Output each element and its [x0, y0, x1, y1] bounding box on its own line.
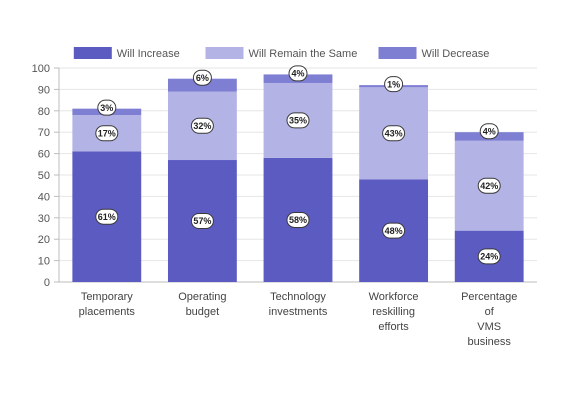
data-label: 58% [289, 215, 307, 225]
data-label: 61% [98, 212, 116, 222]
y-tick-label: 100 [32, 63, 50, 75]
data-label-badge [382, 222, 406, 239]
data-label: 42% [480, 181, 498, 191]
y-axis: 0 10 20 30 40 50 60 70 80 90 100 [32, 63, 60, 289]
x-category-label: VMS [477, 321, 501, 333]
data-label-badge [479, 123, 499, 140]
y-tick-label: 40 [38, 191, 50, 203]
legend-swatch[interactable] [378, 47, 417, 59]
data-label: 1% [387, 79, 400, 89]
y-tick-label: 80 [38, 106, 50, 118]
x-category-label: Technology [270, 291, 326, 303]
data-label: 3% [100, 103, 113, 113]
data-label-badge [95, 125, 119, 142]
x-category-label: Percentage [461, 291, 517, 303]
x-category-label: investments [269, 306, 328, 318]
data-label-badge [97, 99, 117, 116]
x-axis: Temporary placements Operating budget Techno… [79, 291, 518, 348]
data-label-badge [288, 65, 308, 82]
data-label: 24% [480, 252, 498, 262]
y-tick-label: 90 [38, 84, 50, 96]
legend-label[interactable]: Will Increase [117, 48, 180, 60]
data-label-badge [95, 208, 119, 225]
data-label-badge [382, 125, 406, 142]
x-category-label: reskilling [372, 306, 415, 318]
bars [72, 74, 524, 282]
data-labels: 61% 17% 3% 57% 32% 6% 58% 35% 4% 48% 43% 1% 24% 42% 4% [95, 65, 501, 265]
data-label: 4% [483, 126, 496, 136]
legend[interactable]: Will Increase Will Remain the Same Will De… [73, 47, 490, 60]
data-label: 43% [385, 128, 403, 138]
y-tick-label: 0 [44, 277, 50, 289]
data-label: 32% [193, 121, 211, 131]
data-label-badge [477, 248, 501, 265]
data-label: 57% [193, 216, 211, 226]
data-label-badge [286, 211, 310, 228]
data-label-badge [190, 213, 214, 230]
data-label-badge [286, 112, 310, 129]
legend-label[interactable]: Will Decrease [422, 48, 490, 60]
data-label: 48% [385, 226, 403, 236]
x-category-label: Temporary [81, 291, 133, 303]
x-category-label: business [467, 336, 511, 348]
data-label-badge [192, 69, 212, 86]
x-category-label: of [485, 306, 495, 318]
y-tick-label: 10 [38, 256, 50, 268]
legend-swatch[interactable] [205, 47, 244, 59]
y-tick-label: 30 [38, 213, 50, 225]
x-category-label: budget [186, 306, 220, 318]
x-category-label: Workforce [369, 291, 419, 303]
x-category-label: Operating [178, 291, 226, 303]
data-label-badge [384, 76, 404, 93]
y-tick-label: 70 [38, 127, 50, 139]
data-label: 4% [291, 69, 304, 79]
legend-label[interactable]: Will Remain the Same [249, 48, 358, 60]
y-tick-label: 50 [38, 170, 50, 182]
data-label: 17% [98, 128, 116, 138]
data-label: 6% [196, 73, 209, 83]
data-label-badge [190, 117, 214, 134]
x-category-label: placements [79, 306, 136, 318]
data-label: 35% [289, 116, 307, 126]
data-label-badge [477, 177, 501, 194]
x-category-label: efforts [378, 321, 409, 333]
y-tick-label: 60 [38, 149, 50, 161]
legend-swatch[interactable] [73, 47, 112, 59]
y-tick-label: 20 [38, 234, 50, 246]
